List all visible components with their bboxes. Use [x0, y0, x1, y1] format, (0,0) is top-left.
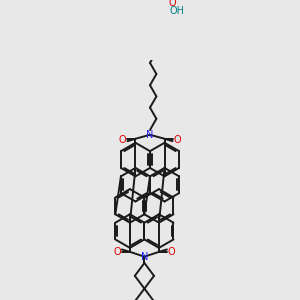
Text: OH: OH [170, 6, 185, 16]
Text: N: N [146, 130, 154, 140]
Text: N: N [141, 252, 148, 262]
Text: O: O [169, 0, 176, 8]
Text: O: O [113, 247, 121, 257]
Text: O: O [119, 135, 127, 145]
Text: O: O [168, 247, 176, 257]
Text: O: O [173, 135, 181, 145]
